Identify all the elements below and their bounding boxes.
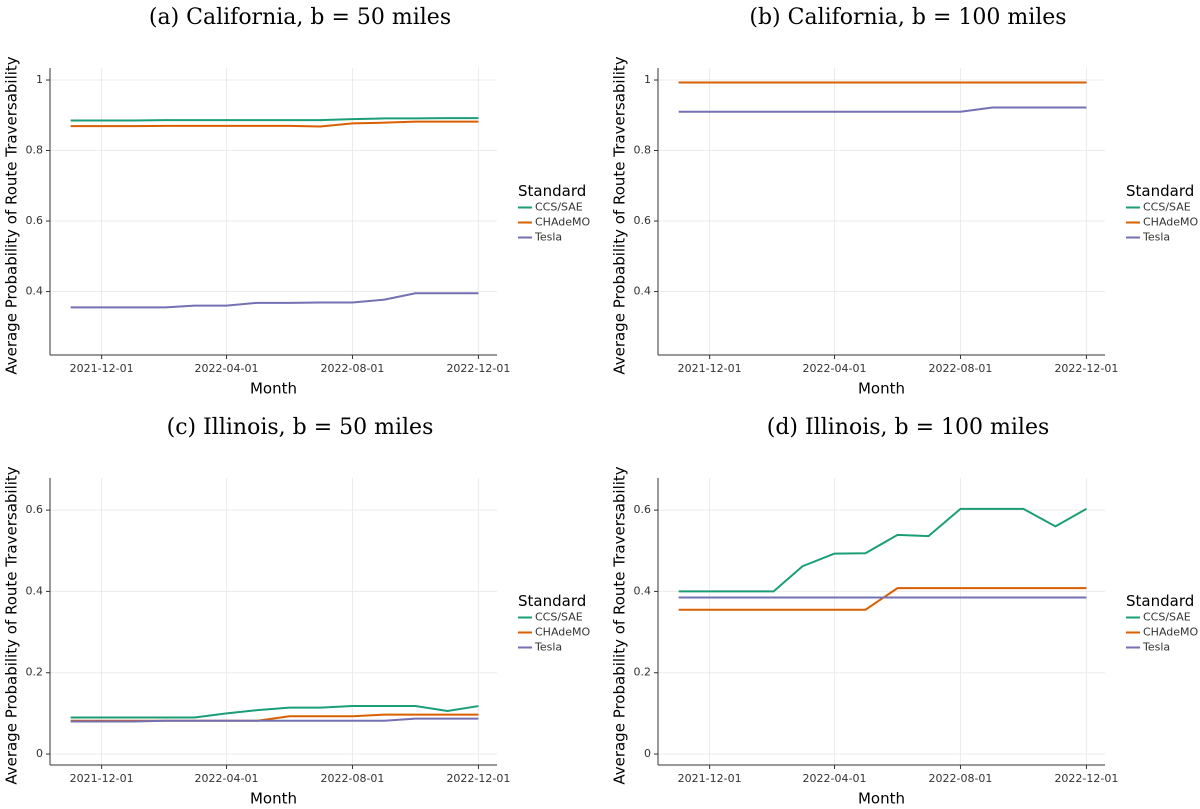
- x-tick-label: 2021-12-01: [678, 362, 742, 375]
- legend-title: Standard: [518, 592, 586, 610]
- x-axis-label: Month: [250, 380, 297, 398]
- series-line: [678, 106, 1087, 113]
- legend-title: Standard: [1126, 182, 1194, 200]
- x-tick-label: 2022-08-01: [929, 362, 993, 375]
- y-tick-label: 1: [644, 73, 651, 86]
- chart-title: (d) Illinois, b = 100 miles: [767, 415, 1050, 440]
- legend-label: CCS/SAE: [535, 201, 583, 214]
- chart-title: (b) California, b = 100 miles: [749, 5, 1066, 30]
- y-tick-label: 0.8: [634, 144, 652, 157]
- x-tick-label: 2022-12-01: [446, 772, 510, 785]
- x-axis-label: Month: [858, 790, 905, 808]
- legend-label: Tesla: [534, 231, 562, 244]
- legend-label: Tesla: [1142, 641, 1170, 654]
- x-tick-label: 2021-12-01: [70, 362, 134, 375]
- legend-label: CCS/SAE: [1143, 611, 1191, 624]
- y-tick-label: 0: [36, 747, 43, 760]
- x-tick-label: 2022-08-01: [321, 362, 385, 375]
- y-axis-label: Average Probability of Route Traversabil…: [3, 466, 21, 784]
- x-tick-label: 2021-12-01: [70, 772, 134, 785]
- y-axis-label: Average Probability of Route Traversabil…: [611, 56, 629, 374]
- y-tick-label: 0.6: [634, 503, 652, 516]
- legend-label: CCS/SAE: [1143, 201, 1191, 214]
- x-tick-label: 2022-04-01: [803, 772, 867, 785]
- legend-label: Tesla: [1142, 231, 1170, 244]
- y-axis-label: Average Probability of Route Traversabil…: [611, 466, 629, 784]
- legend-label: CHAdeMO: [1143, 626, 1199, 639]
- x-axis-label: Month: [250, 790, 297, 808]
- x-tick-label: 2022-08-01: [929, 772, 993, 785]
- y-tick-label: 0.2: [634, 666, 652, 679]
- series-line: [70, 117, 479, 122]
- legend-title: Standard: [518, 182, 586, 200]
- x-tick-label: 2022-04-01: [803, 362, 867, 375]
- panel: (a) California, b = 50 miles Month Average…: [3, 5, 591, 398]
- x-tick-label: 2022-04-01: [195, 772, 259, 785]
- legend-title: Standard: [1126, 592, 1194, 610]
- panel: (c) Illinois, b = 50 miles Month Average P…: [3, 415, 591, 808]
- y-tick-label: 0.4: [26, 285, 44, 298]
- y-tick-label: 0.2: [26, 666, 44, 679]
- legend-label: Tesla: [534, 641, 562, 654]
- y-tick-label: 0.8: [26, 144, 44, 157]
- x-tick-label: 2022-12-01: [1054, 772, 1118, 785]
- y-axis-label: Average Probability of Route Traversabil…: [3, 56, 21, 374]
- x-tick-label: 2021-12-01: [678, 772, 742, 785]
- legend-label: CHAdeMO: [535, 626, 591, 639]
- x-tick-label: 2022-12-01: [1054, 362, 1118, 375]
- series-line: [70, 292, 479, 309]
- y-tick-label: 1: [36, 73, 43, 86]
- x-tick-label: 2022-04-01: [195, 362, 259, 375]
- legend-label: CCS/SAE: [535, 611, 583, 624]
- series-line: [70, 705, 479, 719]
- y-tick-label: 0.4: [634, 584, 652, 597]
- y-tick-label: 0.6: [634, 214, 652, 227]
- legend-label: CHAdeMO: [1143, 216, 1199, 229]
- series-line: [678, 587, 1087, 611]
- panel: (b) California, b = 100 miles Month Averag…: [611, 5, 1199, 398]
- x-axis-label: Month: [858, 380, 905, 398]
- panel: (d) Illinois, b = 100 miles Month Average …: [611, 415, 1199, 808]
- series-line: [678, 507, 1087, 593]
- x-tick-label: 2022-12-01: [446, 362, 510, 375]
- series-line: [70, 717, 479, 723]
- y-tick-label: 0.6: [26, 503, 44, 516]
- legend-label: CHAdeMO: [535, 216, 591, 229]
- y-tick-label: 0.4: [634, 285, 652, 298]
- y-tick-label: 0.6: [26, 214, 44, 227]
- chart-title: (c) Illinois, b = 50 miles: [167, 415, 434, 440]
- y-tick-label: 0: [644, 747, 651, 760]
- series-line: [70, 120, 479, 128]
- chart-title: (a) California, b = 50 miles: [149, 5, 451, 30]
- x-tick-label: 2022-08-01: [321, 772, 385, 785]
- y-tick-label: 0.4: [26, 584, 44, 597]
